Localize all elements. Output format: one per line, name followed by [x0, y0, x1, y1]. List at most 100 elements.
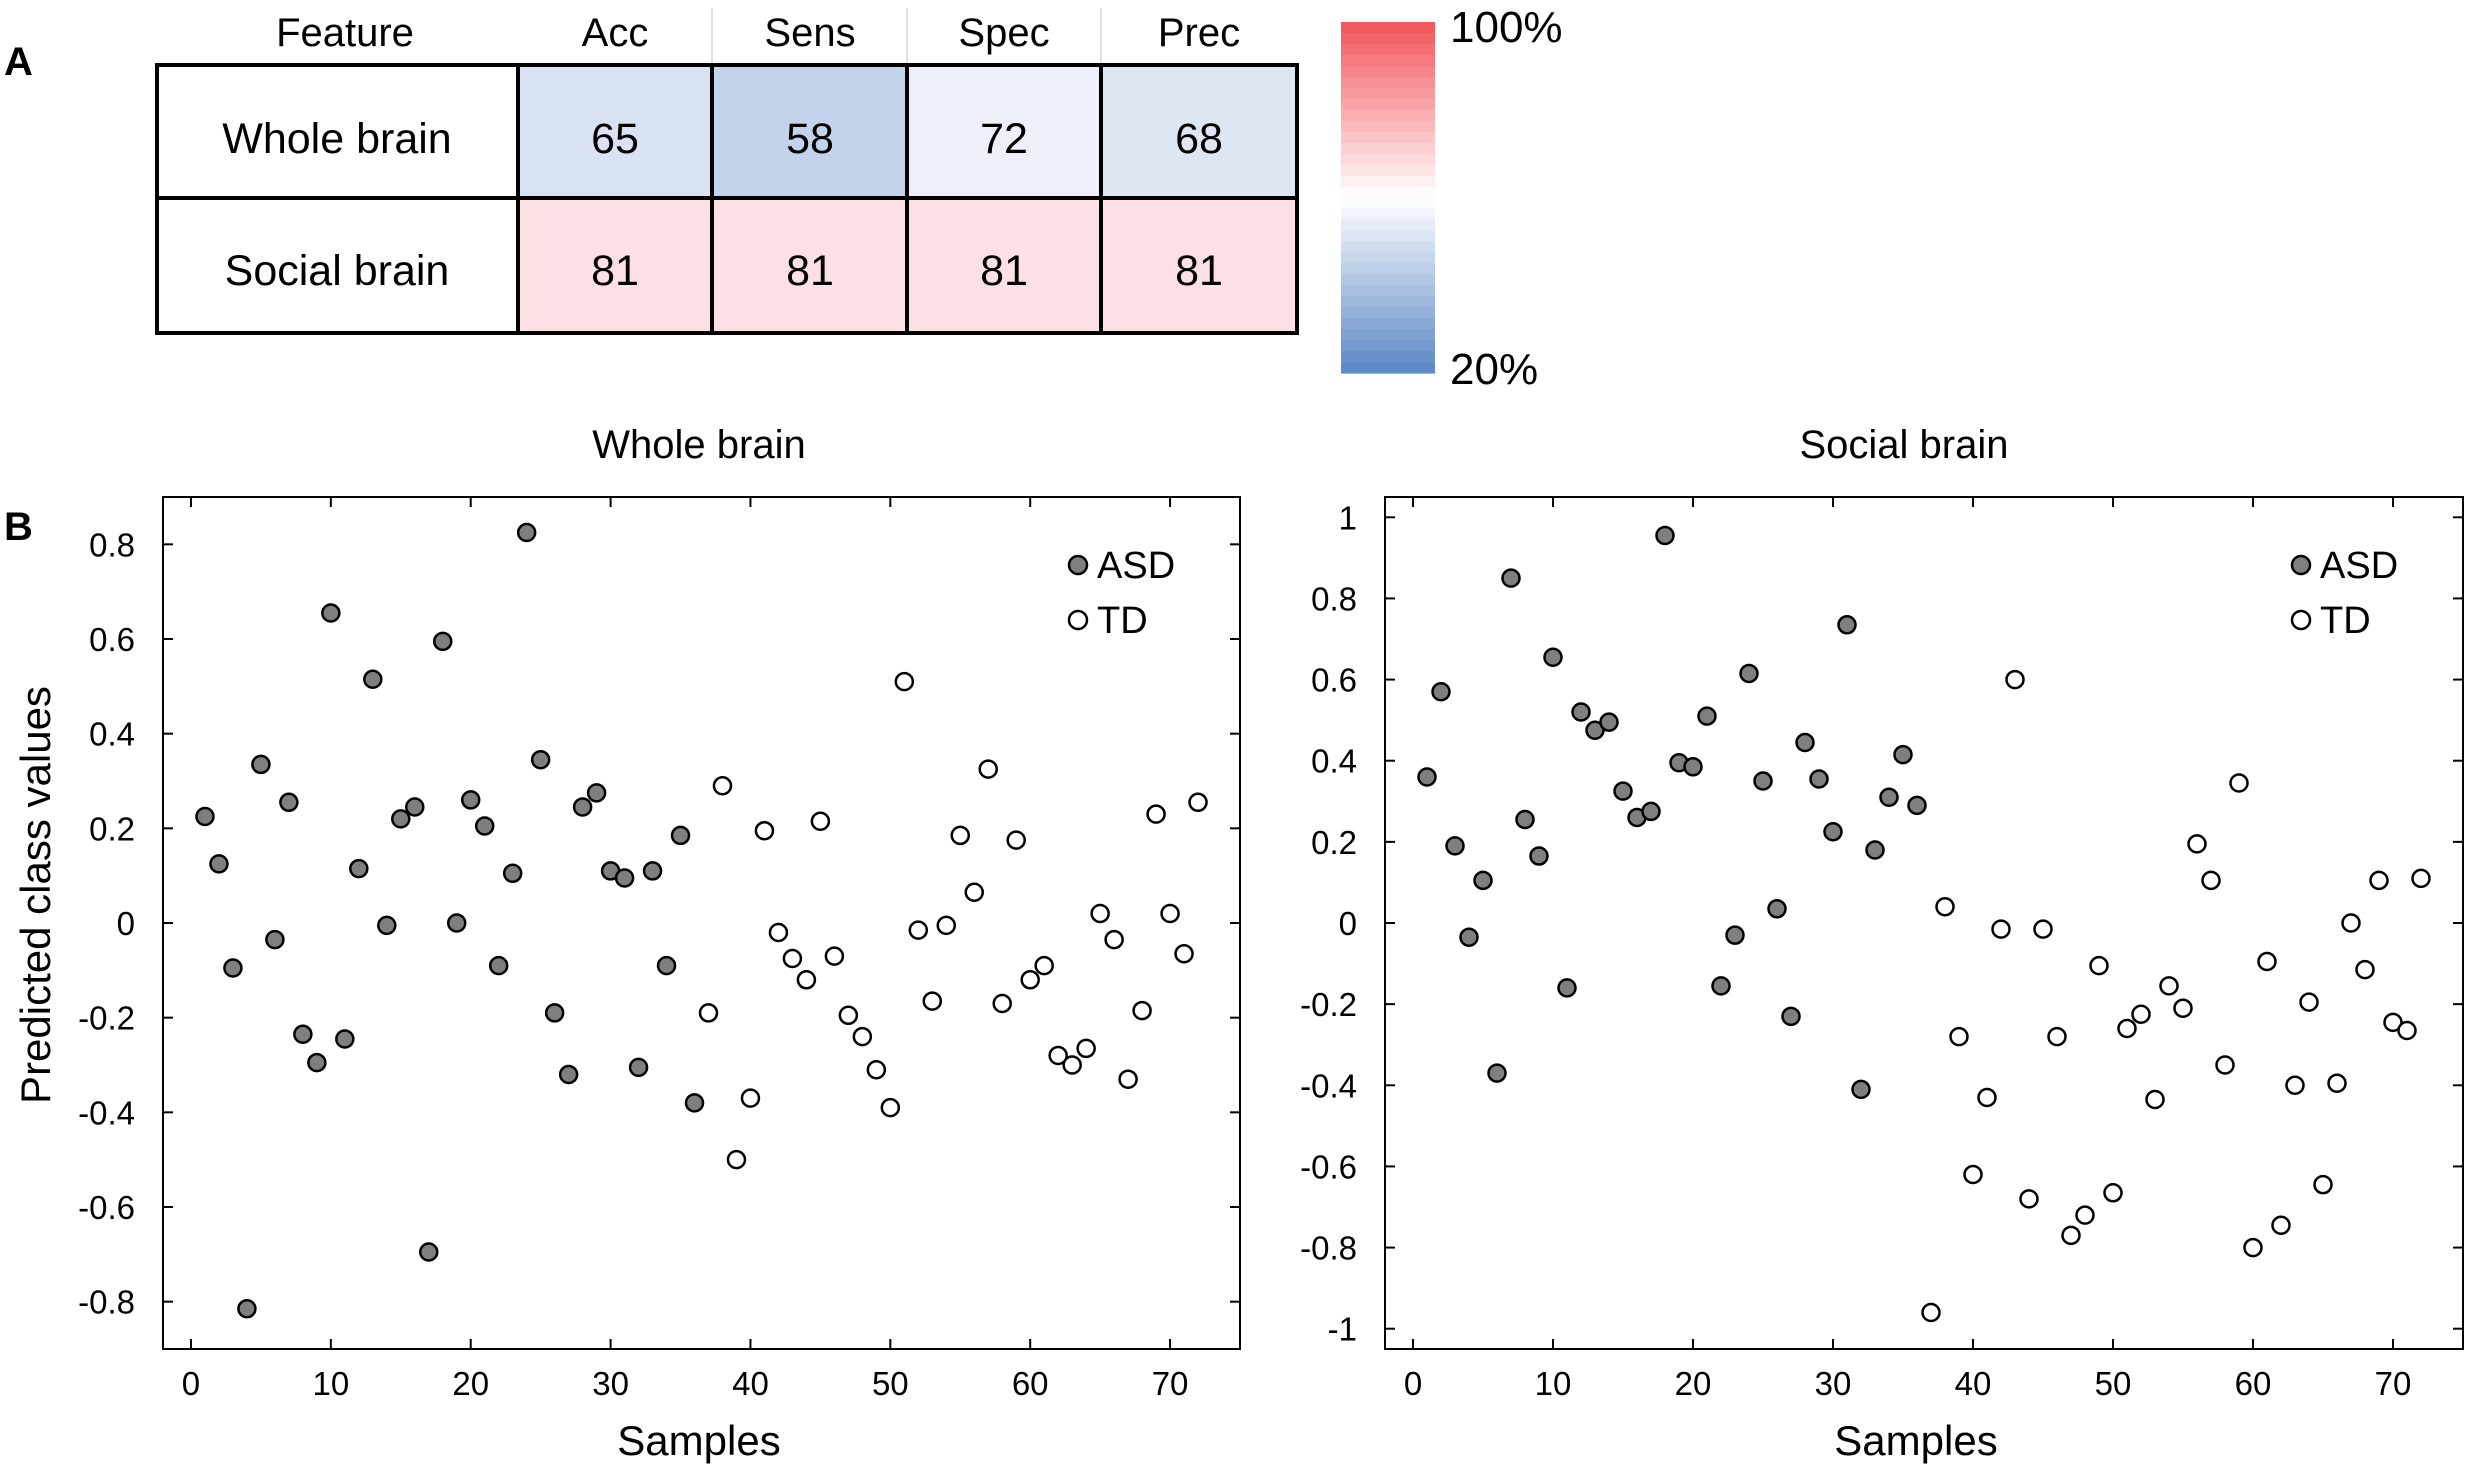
legend-asd-label: ASD — [2320, 545, 2398, 587]
colorbar-band — [1341, 351, 1435, 363]
social-brain-point-asd — [1459, 927, 1479, 947]
whole-brain-point-asd — [307, 1052, 327, 1073]
legend-td-marker — [1067, 609, 1089, 631]
social-brain-point-td — [2187, 834, 2207, 854]
social-brain-point-td — [2285, 1075, 2305, 1096]
social-brain-point-asd — [1711, 976, 1731, 996]
social-brain-point-td — [2369, 870, 2389, 891]
whole-brain-point-td — [782, 948, 803, 969]
social-brain-point-td — [2173, 998, 2193, 1018]
colorbar-band — [1341, 131, 1435, 144]
metrics-table: Feature Acc Sens Spec Prec Whole brain S… — [155, 8, 1299, 335]
value-whole-spec: 72 — [980, 115, 1028, 163]
social-brain-point-td — [2033, 919, 2053, 939]
whole-brain-point-td — [1174, 944, 1194, 964]
value-social-sens: 81 — [786, 247, 834, 295]
social-brain-xtick-label: 40 — [1955, 1365, 1992, 1402]
whole-brain-point-td — [992, 993, 1012, 1014]
social-brain-point-asd — [1697, 706, 1717, 726]
social-brain-point-asd — [1865, 840, 1885, 860]
colorbar-band — [1341, 76, 1435, 89]
social-brain-point-td — [2397, 1020, 2417, 1041]
whole-brain-xtick-label: 0 — [182, 1365, 200, 1402]
social-brain-ytick-label: -0.4 — [1300, 1067, 1357, 1104]
colorbar-band — [1341, 307, 1435, 319]
social-brain-point-asd — [1795, 732, 1815, 753]
social-brain-point-asd — [1557, 978, 1577, 998]
whole-brain-point-td — [1006, 830, 1026, 850]
panel-b-label: B — [4, 505, 33, 549]
social-brain-point-asd — [1515, 809, 1535, 830]
social-brain-xtick-label: 30 — [1815, 1365, 1852, 1402]
header-spec: Spec — [958, 11, 1049, 55]
whole-brain-point-asd — [446, 913, 467, 933]
whole-brain-point-asd — [572, 797, 593, 817]
social-brain-point-td — [2299, 992, 2319, 1012]
colorbar-bottom-label: 20% — [1450, 345, 1538, 394]
social-brain-ytick-label: 1 — [1339, 499, 1357, 536]
whole-brain-point-asd — [335, 1029, 355, 1049]
colorbar-band — [1341, 87, 1435, 100]
social-brain-point-td — [1921, 1302, 1941, 1323]
whole-brain-plot-frame — [162, 496, 1241, 1350]
social-brain-point-asd — [1641, 801, 1661, 822]
whole-brain-point-td — [1132, 1000, 1152, 1021]
whole-brain-point-asd — [279, 792, 299, 813]
social-brain-legend: ASD TD — [2290, 545, 2398, 642]
social-brain-point-td — [2341, 913, 2361, 933]
whole-brain-point-asd — [544, 1003, 565, 1023]
whole-brain-point-td — [796, 970, 817, 990]
social-brain-point-asd — [1879, 787, 1899, 807]
social-brain-point-td — [2145, 1089, 2165, 1110]
whole-brain-point-td — [1104, 929, 1124, 950]
whole-brain-point-asd — [558, 1064, 579, 1085]
social-brain-point-asd — [1417, 767, 1437, 787]
social-brain-point-asd — [1571, 702, 1591, 722]
whole-brain-point-td — [1076, 1038, 1096, 1059]
whole-brain-point-asd — [223, 958, 243, 978]
colorbar-band — [1341, 153, 1435, 166]
cell-social-spec — [907, 198, 1101, 333]
social-brain-ytick-label: -1 — [1328, 1311, 1357, 1348]
social-brain-point-asd — [1487, 1063, 1507, 1083]
legend-asd-marker — [2290, 554, 2312, 576]
panel-a-label: A — [4, 40, 33, 84]
colorbar-band — [1341, 164, 1435, 177]
header-prec: Prec — [1158, 11, 1240, 55]
social-brain-point-td — [1991, 919, 2011, 939]
social-brain-xtick-label: 10 — [1535, 1365, 1572, 1402]
header-feature: Feature — [276, 11, 414, 55]
whole-brain-point-asd — [516, 522, 537, 543]
colorbar-band — [1341, 142, 1435, 155]
whole-brain-title: Whole brain — [592, 423, 805, 467]
whole-brain-point-asd — [419, 1242, 439, 1262]
legend-td-label: TD — [1097, 600, 1148, 642]
social-brain-xtick-label: 0 — [1404, 1365, 1422, 1402]
social-brain-point-td — [2201, 870, 2221, 891]
social-brain-point-asd — [1809, 769, 1829, 789]
whole-brain-xtick-label: 60 — [1012, 1365, 1049, 1402]
whole-brain-point-asd — [251, 754, 271, 775]
social-brain-xtick-label: 50 — [2095, 1365, 2132, 1402]
social-brain-point-td — [2215, 1055, 2235, 1075]
whole-brain-point-td — [1118, 1069, 1138, 1089]
value-social-prec: 81 — [1175, 247, 1223, 295]
whole-brain-point-td — [726, 1149, 747, 1170]
whole-brain-xtick-label: 50 — [872, 1365, 909, 1402]
whole-brain-ytick-label: 0.2 — [89, 810, 135, 847]
whole-brain-xtick-label: 40 — [732, 1365, 769, 1402]
whole-brain-xtick-label: 10 — [312, 1365, 349, 1402]
whole-brain-ytick-label: -0.6 — [78, 1189, 135, 1226]
colorbar-band — [1341, 285, 1435, 297]
header-sens: Sens — [764, 11, 855, 55]
value-whole-acc: 65 — [591, 115, 639, 163]
social-brain-point-td — [2159, 976, 2179, 996]
social-brain-ytick-label: 0.2 — [1311, 824, 1357, 861]
whole-brain-point-td — [1146, 804, 1166, 824]
legend-asd-label: ASD — [1097, 545, 1175, 587]
colorbar-top-label: 100% — [1450, 3, 1563, 52]
whole-brain-point-td — [978, 759, 998, 779]
colorbar-band — [1341, 296, 1435, 308]
colorbar-band — [1341, 252, 1435, 264]
whole-brain-ytick-label: 0 — [117, 905, 135, 942]
